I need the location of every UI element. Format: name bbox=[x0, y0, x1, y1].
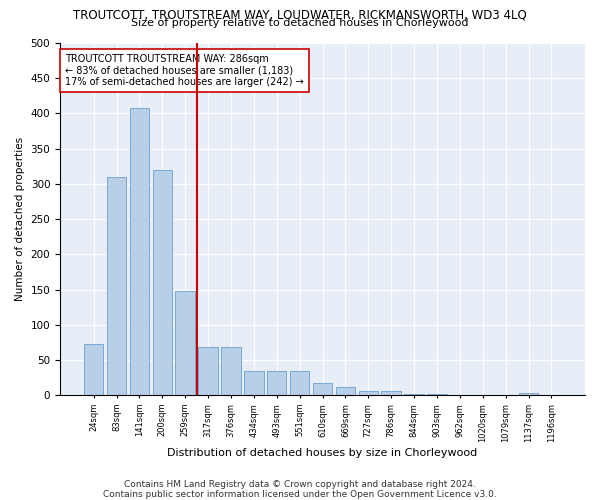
Text: Size of property relative to detached houses in Chorleywood: Size of property relative to detached ho… bbox=[131, 18, 469, 28]
Bar bbox=[382, 391, 401, 395]
Text: TROUTCOTT, TROUTSTREAM WAY, LOUDWATER, RICKMANSWORTH, WD3 4LQ: TROUTCOTT, TROUTSTREAM WAY, LOUDWATER, R… bbox=[73, 9, 527, 22]
Bar bbox=[84, 344, 103, 395]
Bar bbox=[427, 394, 446, 395]
Bar bbox=[152, 170, 172, 395]
Bar bbox=[519, 393, 538, 395]
Bar bbox=[130, 108, 149, 395]
Bar bbox=[290, 370, 310, 395]
Y-axis label: Number of detached properties: Number of detached properties bbox=[15, 137, 25, 301]
Bar bbox=[359, 391, 378, 395]
Bar bbox=[267, 370, 286, 395]
Bar bbox=[107, 177, 126, 395]
Bar bbox=[221, 348, 241, 395]
Bar bbox=[313, 382, 332, 395]
Bar bbox=[335, 386, 355, 395]
Text: TROUTCOTT TROUTSTREAM WAY: 286sqm
← 83% of detached houses are smaller (1,183)
1: TROUTCOTT TROUTSTREAM WAY: 286sqm ← 83% … bbox=[65, 54, 304, 87]
Bar bbox=[199, 348, 218, 395]
Bar bbox=[244, 370, 263, 395]
Bar bbox=[404, 394, 424, 395]
X-axis label: Distribution of detached houses by size in Chorleywood: Distribution of detached houses by size … bbox=[167, 448, 478, 458]
Text: Contains HM Land Registry data © Crown copyright and database right 2024.
Contai: Contains HM Land Registry data © Crown c… bbox=[103, 480, 497, 499]
Bar bbox=[175, 291, 195, 395]
